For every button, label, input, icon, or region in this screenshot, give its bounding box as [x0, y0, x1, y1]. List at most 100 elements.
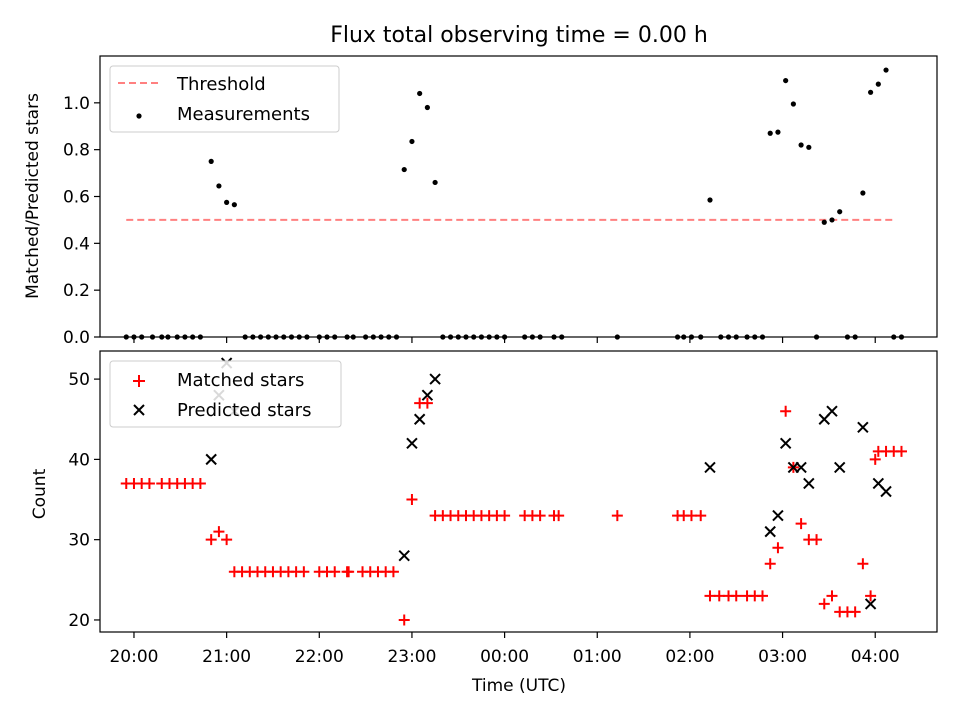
measurement-point: [432, 179, 438, 186]
matched-star-point: [764, 558, 776, 570]
measurement-point: [216, 183, 222, 189]
bottom-marks: [120, 357, 907, 626]
matched-star-point: [329, 566, 341, 578]
measurement-point: [806, 144, 812, 150]
bottom-y-tick-label: 20: [68, 611, 90, 631]
x-tick-label: 01:00: [573, 647, 622, 667]
top-y-tick-label: 0.6: [63, 188, 90, 208]
predicted-star-point: [421, 389, 434, 401]
predicted-star-point: [205, 453, 217, 466]
matched-star-point: [611, 510, 623, 522]
matched-star-point: [849, 606, 861, 618]
bottom-legend: Matched stars Predicted stars: [109, 360, 342, 428]
top-legend-box: [109, 65, 340, 133]
x-tick-label: 04:00: [851, 647, 900, 667]
predicted-star-point: [834, 461, 846, 474]
measurement-point: [867, 89, 874, 95]
bottom-y-tick-label: 30: [68, 531, 90, 551]
matched-star-point: [685, 510, 697, 522]
top-marks: [123, 67, 905, 340]
matched-star-point: [895, 445, 907, 457]
bottom-panel: 20 30 40 50 20:00 21:00 22:00 23:00 00:00 01:00 0…: [30, 350, 938, 696]
measurement-point: [875, 81, 881, 87]
x-tick-label: 20:00: [109, 647, 158, 667]
measurement-point: [790, 101, 796, 107]
predicted-star-point: [795, 461, 807, 474]
bottom-y-tick-label: 40: [68, 450, 90, 470]
bottom-legend-box: [109, 360, 342, 428]
measurement-point: [707, 197, 713, 203]
bottom-y-axis-label: Count: [30, 468, 50, 519]
matched-star-point: [221, 534, 233, 546]
matched-star-point: [143, 477, 155, 489]
legend-threshold-label: Threshold: [176, 74, 266, 95]
measurement-point: [821, 219, 827, 225]
measurement-point: [860, 190, 866, 196]
figure-title: Flux total observing time = 0.00 h: [330, 23, 708, 48]
matched-star-point: [704, 590, 716, 602]
measurement-point: [767, 130, 773, 136]
predicted-star-point: [803, 477, 815, 490]
matched-star-point: [780, 405, 792, 417]
matched-star-point: [730, 590, 742, 602]
matched-star-point: [213, 526, 225, 538]
predicted-star-point: [779, 437, 792, 450]
legend-matched-swatch: [133, 375, 145, 387]
bottom-x-ticks: 20:00 21:00 22:00 23:00 00:00 01:00 02:00 03:00…: [109, 632, 900, 667]
predicted-star-point: [429, 373, 441, 385]
top-panel: 0.0 0.2 0.4 0.6 0.8 1.0 Matched/Predicted sta…: [23, 55, 938, 348]
top-y-tick-label: 1.0: [63, 94, 90, 114]
predicted-star-point: [406, 437, 418, 450]
matched-star-point: [772, 542, 784, 554]
x-tick-label: 23:00: [387, 647, 436, 667]
bottom-y-ticks: 20 30 40 50: [68, 370, 100, 631]
matched-star-point: [499, 510, 511, 522]
legend-matched-label: Matched stars: [177, 370, 304, 391]
predicted-star-point: [772, 509, 784, 522]
x-tick-label: 02:00: [665, 647, 714, 667]
measurement-point: [401, 166, 407, 173]
legend-predicted-swatch: [133, 404, 145, 416]
top-y-tick-label: 0.2: [63, 281, 90, 301]
matched-star-point: [869, 453, 881, 465]
predicted-star-point: [398, 550, 410, 562]
matched-star-point: [194, 477, 206, 489]
matched-star-point: [298, 566, 310, 578]
x-tick-label: 03:00: [758, 647, 807, 667]
measurement-point: [829, 217, 835, 223]
matched-star-point: [387, 566, 399, 578]
x-tick-label: 21:00: [202, 647, 251, 667]
top-x-ticks: [133, 337, 876, 343]
matched-star-point: [865, 590, 877, 602]
predicted-star-point: [764, 525, 776, 538]
measurement-point: [798, 142, 804, 148]
x-tick-label: 00:00: [480, 647, 529, 667]
legend-measurements-label: Measurements: [177, 104, 310, 125]
measurement-point: [417, 90, 423, 97]
top-y-tick-label: 0.0: [63, 328, 90, 348]
measurement-point: [208, 158, 214, 164]
measurement-point: [883, 67, 889, 73]
matched-star-point: [756, 590, 768, 602]
measurement-point: [783, 77, 789, 84]
legend-predicted-label: Predicted stars: [177, 400, 311, 421]
predicted-star-point: [413, 413, 426, 425]
predicted-star-point: [880, 485, 892, 498]
top-y-ticks: 0.0 0.2 0.4 0.6 0.8 1.0: [63, 94, 100, 348]
matched-star-point: [795, 518, 807, 530]
matched-star-point: [713, 590, 725, 602]
predicted-star-point: [704, 461, 716, 474]
predicted-star-point: [857, 421, 869, 433]
matched-star-point: [421, 397, 433, 409]
measurement-point: [409, 138, 415, 145]
matched-star-point: [818, 598, 830, 610]
matched-star-point: [857, 558, 869, 570]
measurement-point: [231, 202, 237, 208]
legend-measurements-swatch: [136, 113, 142, 119]
predicted-star-point: [826, 405, 838, 417]
top-y-tick-label: 0.4: [63, 234, 90, 254]
matched-star-point: [695, 510, 707, 522]
matched-star-point: [343, 566, 355, 578]
top-y-axis-label: Matched/Predicted stars: [23, 93, 43, 299]
